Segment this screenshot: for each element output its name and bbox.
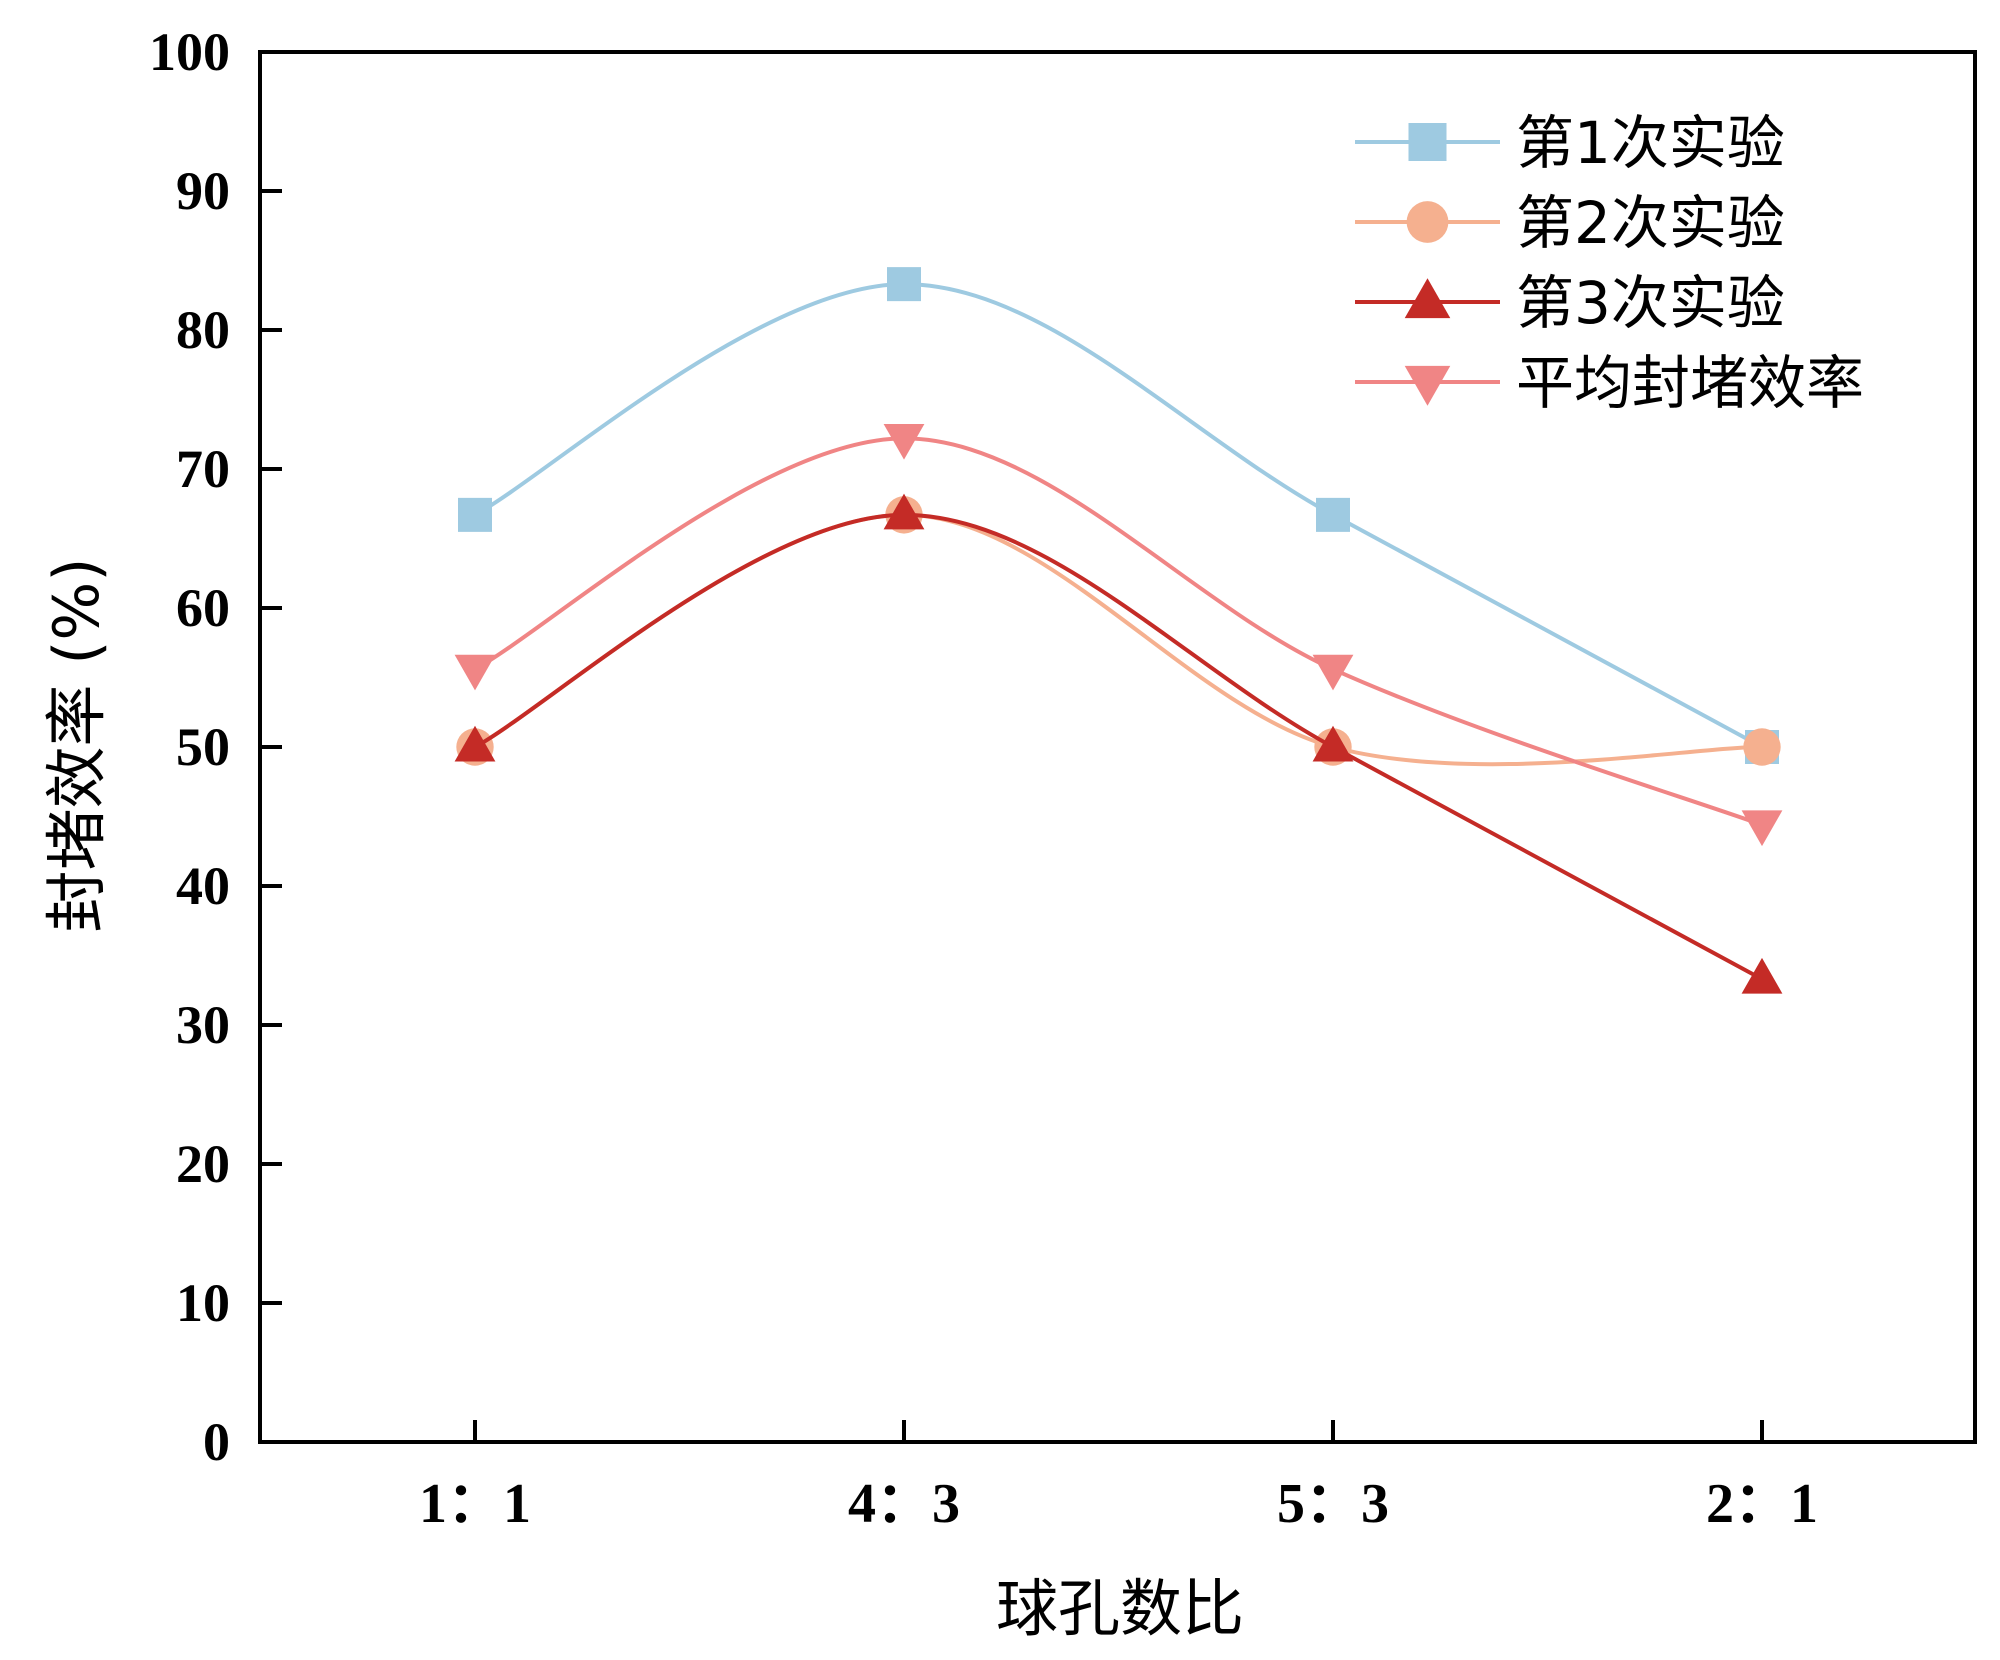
series-3 — [454, 493, 1783, 994]
y-tick-label: 80 — [176, 300, 230, 360]
x-axis-title: 球孔数比 — [996, 1572, 1244, 1645]
data-point — [1743, 728, 1781, 766]
y-tick-label: 0 — [203, 1412, 230, 1472]
legend-item: 第2次实验 — [1355, 189, 1785, 257]
data-point — [458, 497, 492, 532]
x-tick-label: 1：1 — [419, 1473, 531, 1535]
series-line — [474, 512, 1763, 981]
legend-label: 第1次实验 — [1516, 109, 1785, 177]
y-tick-label: 100 — [149, 22, 230, 82]
y-axis-title: 封堵效率 (%) — [40, 558, 113, 933]
y-tick-label: 70 — [176, 439, 230, 499]
y-tick-label: 20 — [176, 1134, 230, 1194]
legend-marker — [1406, 201, 1449, 243]
y-tick-label: 50 — [176, 717, 230, 777]
legend-item: 第1次实验 — [1355, 109, 1785, 177]
legend-item: 平均封堵效率 — [1355, 349, 1864, 417]
series-2 — [456, 496, 1781, 767]
series-line — [474, 512, 1763, 767]
x-tick-label: 2：1 — [1706, 1473, 1818, 1535]
legend-label: 第2次实验 — [1516, 189, 1785, 257]
data-point — [887, 267, 921, 302]
legend-item: 第3次实验 — [1355, 269, 1785, 337]
legend-label: 平均封堵效率 — [1516, 349, 1864, 417]
legend-marker — [1404, 365, 1451, 406]
series-line — [474, 282, 1763, 749]
data-point — [454, 654, 496, 691]
plot-frame — [258, 50, 1977, 1444]
axes: 0 10 20 30 40 50 60 70 80 90 100 1：1 4：3 5：3 2：1 — [149, 22, 1977, 1535]
y-tick-label: 90 — [176, 161, 230, 221]
legend-marker — [1408, 123, 1447, 161]
data-point — [1741, 957, 1783, 994]
y-tick-label: 60 — [176, 578, 230, 638]
data-point — [1741, 810, 1783, 847]
data-point — [883, 423, 925, 460]
x-tick-label: 4：3 — [848, 1473, 960, 1535]
x-tick-label: 5：3 — [1277, 1473, 1389, 1535]
series-1 — [458, 267, 1779, 764]
data-point — [454, 725, 496, 762]
data-point — [883, 493, 925, 530]
data-point — [1316, 497, 1350, 532]
y-tick-label: 10 — [176, 1273, 230, 1333]
y-tick-label: 40 — [176, 856, 230, 916]
series-line — [474, 436, 1763, 827]
series-layer — [454, 267, 1783, 994]
data-point — [1312, 654, 1354, 691]
legend-marker — [1404, 278, 1451, 319]
data-point — [1312, 725, 1354, 762]
series-4 — [454, 423, 1783, 847]
y-tick-label: 30 — [176, 995, 230, 1055]
legend-label: 第3次实验 — [1516, 269, 1785, 337]
